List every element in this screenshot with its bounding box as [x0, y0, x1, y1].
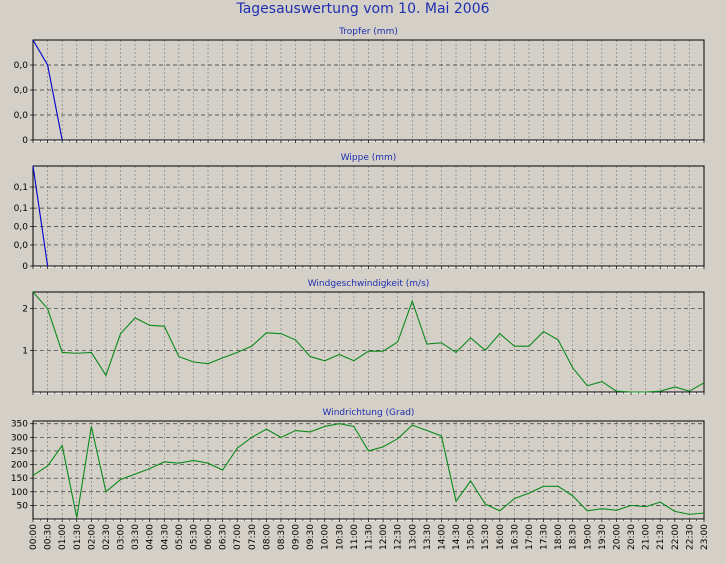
x-tick-label: 12:00 [379, 524, 389, 550]
x-tick-label: 01:00 [58, 524, 68, 550]
x-tick-label: 02:30 [102, 524, 112, 550]
x-tick-label: 13:00 [408, 524, 418, 550]
x-tick-label: 20:00 [612, 524, 622, 550]
y-tick-label: 150 [11, 474, 28, 484]
x-tick-label: 00:00 [29, 524, 39, 550]
y-tick-label: 2 [22, 305, 28, 315]
x-tick-label: 05:00 [175, 524, 185, 550]
x-tick-label: 11:30 [365, 524, 375, 550]
y-tick-label: 200 [11, 461, 28, 471]
x-tick-label: 22:00 [671, 524, 681, 550]
panel-title: Wippe (mm) [341, 153, 397, 163]
y-tick-label: 0,1 [14, 204, 28, 214]
x-tick-label: 06:30 [219, 524, 229, 550]
x-axis-labels: 00:00 00:30 01:00 01:30 02:00 02:30 03:00 03:30… [29, 524, 710, 550]
panel-title: Tropfer (mm) [338, 27, 398, 37]
x-tick-label: 16:30 [510, 524, 520, 550]
y-tick-label: 50 [17, 501, 29, 511]
x-tick-label: 14:30 [452, 524, 462, 550]
x-tick-label: 18:30 [569, 524, 579, 550]
x-tick-label: 14:00 [437, 524, 447, 550]
x-tick-label: 04:00 [146, 524, 156, 550]
series-line [32, 165, 49, 267]
x-tick-label: 13:30 [423, 524, 433, 550]
x-tick-label: 07:30 [248, 524, 258, 550]
x-tick-label: 10:30 [335, 524, 345, 550]
x-tick-label: 10:00 [321, 524, 331, 550]
y-tick-label: 0 [22, 136, 28, 146]
x-tick-label: 09:30 [306, 524, 316, 550]
x-tick-label: 23:00 [700, 524, 710, 550]
x-tick-label: 06:00 [204, 524, 214, 550]
chart-panel-3: Windrichtung (Grad) 350 300 250 200 150 100 50 [11, 408, 705, 522]
x-tick-label: 11:00 [350, 524, 360, 550]
y-tick-label: 100 [11, 488, 28, 498]
y-tick-label: 300 [11, 433, 28, 443]
x-tick-label: 08:30 [277, 524, 287, 550]
y-tick-label: 0,0 [14, 111, 29, 121]
x-tick-label: 07:00 [233, 524, 243, 550]
x-tick-label: 19:00 [583, 524, 593, 550]
x-tick-label: 05:30 [189, 524, 199, 550]
x-tick-label: 08:00 [262, 524, 272, 550]
panel-title: Windgeschwindigkeit (m/s) [308, 279, 430, 289]
x-tick-label: 00:30 [44, 524, 54, 550]
x-tick-label: 16:00 [496, 524, 506, 550]
x-tick-label: 21:00 [642, 524, 652, 550]
x-tick-label: 19:30 [598, 524, 608, 550]
x-tick-label: 15:30 [481, 524, 491, 550]
chart-panel-0: Tropfer (mm) 0,0 0,0 0,0 0 [14, 27, 705, 146]
y-tick-label: 0,1 [14, 183, 28, 193]
y-tick-label: 0,0 [14, 223, 29, 233]
x-tick-label: 17:00 [525, 524, 535, 550]
y-tick-label: 0 [22, 262, 28, 272]
y-tick-label: 0,0 [14, 86, 29, 96]
y-tick-label: 0,0 [14, 241, 29, 251]
x-tick-label: 03:30 [131, 524, 141, 550]
y-tick-label: 250 [11, 447, 28, 457]
panel-title: Windrichtung (Grad) [323, 408, 415, 418]
x-tick-label: 18:00 [554, 524, 564, 550]
x-tick-label: 22:30 [685, 524, 695, 550]
x-tick-label: 17:30 [540, 524, 550, 550]
x-tick-label: 15:00 [467, 524, 477, 550]
x-tick-label: 09:00 [292, 524, 302, 550]
y-tick-label: 350 [11, 420, 28, 430]
chart-panel-1: Wippe (mm) 0,1 0,1 0,0 0,0 0 [14, 153, 705, 272]
x-tick-label: 02:00 [87, 524, 97, 550]
x-tick-label: 20:30 [627, 524, 637, 550]
chart-panel-2: Windgeschwindigkeit (m/s) 2 1 [22, 279, 705, 395]
x-tick-label: 21:30 [656, 524, 666, 550]
y-tick-label: 1 [22, 346, 28, 356]
page-title: Tagesauswertung vom 10. Mai 2006 [236, 1, 490, 17]
x-tick-label: 03:00 [117, 524, 127, 550]
x-tick-label: 01:30 [73, 524, 83, 550]
y-tick-label: 0,0 [14, 61, 29, 71]
x-tick-label: 04:30 [160, 524, 170, 550]
x-tick-label: 12:30 [394, 524, 404, 550]
